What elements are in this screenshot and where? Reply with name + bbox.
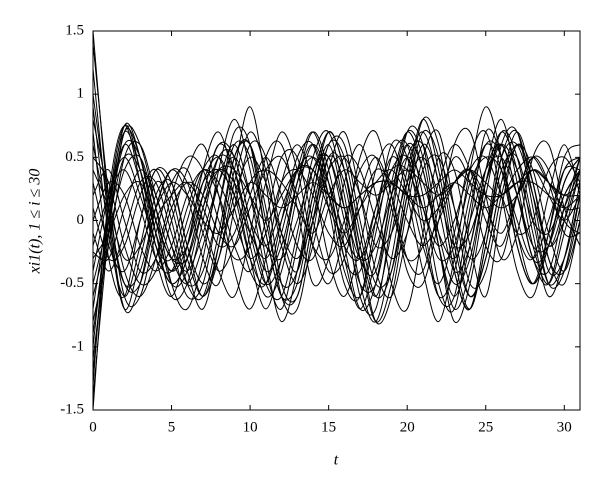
plot-lines (93, 31, 580, 410)
x-tick-label: 0 (89, 419, 97, 435)
x-tick-label: 15 (321, 419, 336, 435)
x-tick-label: 30 (557, 419, 572, 435)
trajectory-line (93, 125, 580, 385)
y-tick-label: -0.5 (60, 275, 84, 291)
x-tick-label: 25 (478, 419, 493, 435)
trajectory-line (93, 122, 580, 373)
x-tick-label: 20 (400, 419, 415, 435)
trajectory-line (93, 116, 580, 360)
trajectory-line (93, 129, 580, 299)
trajectory-line (93, 140, 580, 325)
y-tick-label: -1.5 (60, 401, 84, 417)
y-tick-label: 1 (77, 86, 85, 102)
trajectory-line (93, 132, 580, 299)
y-tick-label: 0.5 (65, 149, 84, 165)
trajectory-line (93, 118, 580, 322)
x-tick-label: 5 (168, 419, 176, 435)
y-tick-label: 1.5 (65, 22, 84, 38)
trajectory-line (93, 143, 580, 310)
y-tick-label: 0 (77, 212, 85, 228)
trajectory-line (93, 128, 580, 398)
y-tick-label: -1 (72, 338, 85, 354)
trajectory-line (93, 124, 580, 410)
trajectory-line (93, 154, 580, 272)
trajectory-line (93, 169, 580, 261)
y-axis-label: xi1(t), 1 ≤ i ≤ 30 (27, 169, 44, 275)
trajectory-line (93, 168, 580, 272)
x-axis-label: t (334, 452, 339, 469)
trajectory-line (93, 131, 580, 310)
x-tick-label: 10 (243, 419, 258, 435)
